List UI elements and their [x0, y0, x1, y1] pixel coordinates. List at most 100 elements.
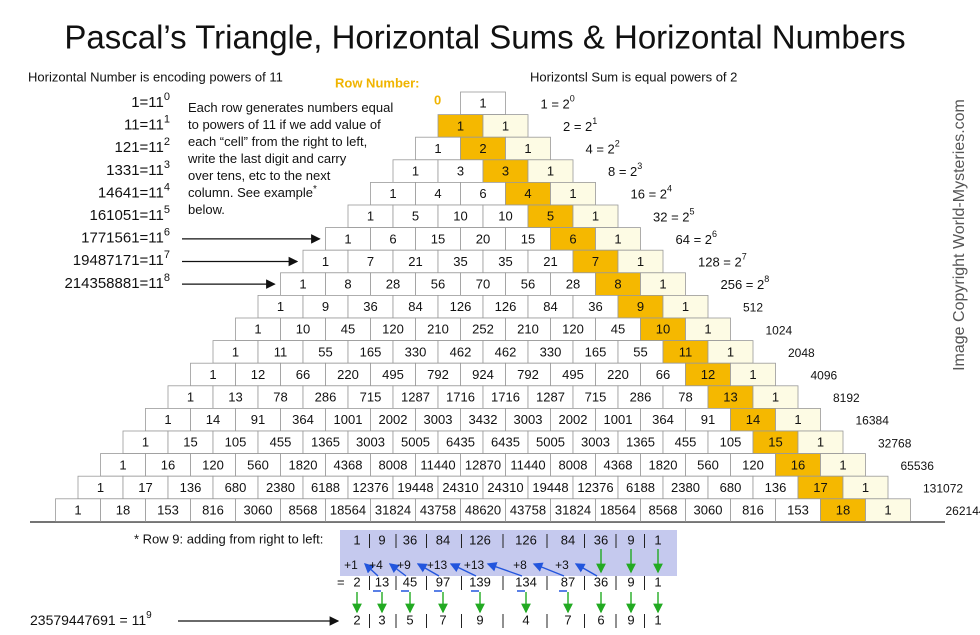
cell-value: 1 — [119, 457, 126, 472]
cell-value: 3003 — [514, 412, 543, 427]
cell-value: 1287 — [401, 390, 430, 405]
cell-value: 8568 — [289, 503, 318, 518]
row-sum: 32 = 25 — [653, 207, 695, 225]
cell-value: 1716 — [491, 390, 520, 405]
row-sum-base: 32768 — [878, 436, 912, 450]
carry-arrow — [574, 563, 598, 577]
row-sum-exp: 6 — [712, 229, 717, 239]
cell-value: 462 — [450, 344, 472, 359]
cell-value: 4368 — [604, 457, 633, 472]
power-of-11-base: 214358881=11 — [64, 275, 163, 292]
cell-value: 220 — [607, 367, 629, 382]
row-sum-base: 262144 — [946, 504, 980, 518]
power-of-11: 1771561=116 — [81, 227, 170, 247]
example-digit: 4 — [522, 612, 529, 627]
cell-value: 48620 — [465, 503, 501, 518]
cell-value: 18564 — [330, 503, 366, 518]
cell-value: 13 — [723, 390, 737, 405]
cell-value: 4368 — [334, 457, 363, 472]
cell-value: 1 — [322, 254, 329, 269]
power-of-11-base: 19487171=11 — [73, 252, 164, 269]
cell-value: 78 — [273, 390, 287, 405]
explanation-line: column. See example* — [188, 184, 317, 201]
explanation-line: Each row generates numbers equal — [188, 100, 393, 115]
power-of-11-base: 161051=11 — [89, 207, 163, 224]
cell-value: 21 — [408, 254, 422, 269]
cell-value: 1 — [659, 277, 666, 292]
cell-value: 153 — [787, 503, 809, 518]
explanation-text: below. — [188, 202, 225, 217]
cell-value: 6188 — [626, 480, 655, 495]
cell-value: 1365 — [626, 435, 655, 450]
cell-value: 1 — [457, 118, 464, 133]
power-of-11: 1331=113 — [106, 159, 170, 179]
cell-value: 1 — [412, 164, 419, 179]
cell-value: 120 — [202, 457, 224, 472]
cell-value: 3 — [502, 164, 509, 179]
cell-value: 15 — [183, 435, 197, 450]
cell-value: 36 — [363, 299, 377, 314]
power-of-11-exp: 1 — [164, 114, 170, 126]
row-sum-base: 4096 — [811, 369, 838, 383]
cell-value: 28 — [566, 277, 580, 292]
row-sum: 256 = 28 — [721, 274, 770, 292]
explanation-text: write the last digit and carry — [187, 151, 347, 166]
example-digit: 6 — [597, 612, 604, 627]
cell-value: 11 — [274, 344, 288, 359]
cell-value: 14 — [206, 412, 220, 427]
cell-value: 680 — [720, 480, 742, 495]
cell-value: 560 — [697, 457, 719, 472]
example-digit: 7 — [439, 612, 446, 627]
cell-value: 3060 — [694, 503, 723, 518]
carry: +8 — [513, 558, 527, 572]
cell-value: 126 — [450, 299, 472, 314]
cell-value: 560 — [247, 457, 269, 472]
cell-value: 10 — [656, 322, 670, 337]
cell-value: 715 — [360, 390, 382, 405]
carry-arrow — [449, 563, 477, 577]
row-sum-base: 32 = 2 — [653, 210, 690, 225]
cell-value: 1 — [884, 503, 891, 518]
cell-value: 2 — [479, 141, 486, 156]
cell-value: 8568 — [649, 503, 678, 518]
example-result: 23579447691 = 119 — [30, 610, 152, 628]
row-sum-exp: 0 — [570, 94, 575, 104]
example-cell: 1 — [353, 532, 360, 547]
row-sum: 1 = 20 — [541, 94, 575, 112]
example-digit: 3 — [378, 612, 385, 627]
cell-value: 1 — [434, 141, 441, 156]
left-heading: Horizontal Number is encoding powers of … — [28, 69, 283, 84]
cell-value: 6188 — [311, 480, 340, 495]
power-of-11-base: 14641=11 — [98, 184, 164, 201]
cell-value: 70 — [476, 277, 490, 292]
cell-value: 1287 — [536, 390, 565, 405]
cell-value: 792 — [427, 367, 449, 382]
example-digit: 1 — [654, 612, 661, 627]
row-sum-exp: 7 — [742, 252, 747, 262]
cell-value: 1 — [592, 209, 599, 224]
cell-value: 10 — [453, 209, 467, 224]
example-cell: 36 — [403, 532, 417, 547]
power-of-11-exp: 0 — [164, 91, 170, 103]
cell-value: 105 — [225, 435, 247, 450]
power-of-11: 19487171=117 — [73, 249, 170, 269]
footnote-mark: * — [313, 184, 317, 195]
row-sum: 16 = 24 — [631, 184, 673, 202]
row-sum-base: 65536 — [901, 459, 935, 473]
row-sum-base: 256 = 2 — [721, 278, 765, 293]
cell-value: 19448 — [532, 480, 568, 495]
carry: +1 — [344, 558, 358, 572]
cell-value: 84 — [543, 299, 557, 314]
carry-arrow — [532, 562, 565, 577]
cell-value: 1 — [772, 390, 779, 405]
cell-value: 8008 — [559, 457, 588, 472]
cell-value: 1 — [727, 344, 734, 359]
cell-value: 1 — [97, 480, 104, 495]
row-sum-base: 512 — [743, 301, 763, 315]
power-of-11: 1=110 — [131, 91, 170, 111]
cell-value: 1716 — [446, 390, 475, 405]
carry: +4 — [369, 558, 383, 572]
cell-value: 1 — [389, 186, 396, 201]
cell-value: 364 — [652, 412, 674, 427]
cell-value: 5005 — [536, 435, 565, 450]
